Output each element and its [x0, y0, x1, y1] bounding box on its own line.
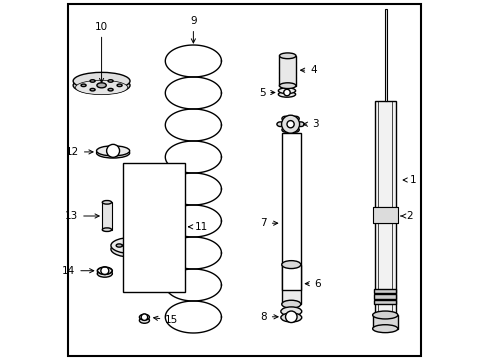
Bar — [282, 147, 300, 157]
Bar — [282, 219, 300, 230]
Ellipse shape — [374, 323, 395, 329]
Ellipse shape — [282, 127, 288, 132]
Ellipse shape — [278, 88, 295, 94]
Circle shape — [283, 89, 289, 96]
Text: 3: 3 — [303, 119, 318, 129]
Ellipse shape — [139, 314, 149, 320]
Circle shape — [141, 314, 147, 320]
Ellipse shape — [122, 242, 141, 249]
Ellipse shape — [281, 300, 300, 308]
Ellipse shape — [73, 77, 130, 94]
Text: 5: 5 — [258, 87, 274, 98]
Ellipse shape — [116, 244, 122, 247]
Bar — [373, 300, 396, 304]
Text: 15: 15 — [153, 315, 178, 325]
Text: 11: 11 — [188, 222, 208, 232]
Ellipse shape — [372, 325, 397, 333]
Ellipse shape — [111, 238, 153, 253]
Text: 8: 8 — [260, 312, 278, 322]
Bar — [282, 159, 300, 169]
Text: 10: 10 — [95, 22, 108, 82]
Text: 6: 6 — [305, 279, 320, 289]
Bar — [282, 195, 300, 206]
Ellipse shape — [278, 91, 295, 97]
Ellipse shape — [296, 122, 304, 127]
Ellipse shape — [97, 267, 112, 274]
Bar — [282, 280, 300, 290]
Ellipse shape — [102, 201, 111, 204]
Ellipse shape — [96, 148, 129, 158]
Ellipse shape — [281, 261, 300, 269]
Ellipse shape — [81, 84, 86, 87]
Ellipse shape — [97, 83, 106, 88]
Bar — [282, 231, 300, 242]
Ellipse shape — [139, 318, 149, 323]
Bar — [282, 135, 300, 145]
Bar — [279, 56, 295, 86]
Text: 4: 4 — [300, 65, 316, 75]
Ellipse shape — [276, 122, 284, 127]
Text: 1: 1 — [402, 175, 416, 185]
Text: 14: 14 — [62, 266, 94, 276]
Ellipse shape — [108, 80, 113, 82]
Bar — [282, 171, 300, 181]
Text: 9: 9 — [190, 16, 196, 43]
Ellipse shape — [279, 83, 295, 89]
Ellipse shape — [129, 248, 135, 252]
Circle shape — [286, 121, 294, 128]
Bar — [102, 202, 111, 230]
Text: 2: 2 — [400, 211, 412, 221]
Bar — [282, 133, 301, 290]
Circle shape — [281, 115, 299, 133]
Bar — [282, 256, 300, 266]
Bar — [372, 207, 397, 223]
Ellipse shape — [111, 241, 153, 257]
Circle shape — [106, 144, 120, 157]
Ellipse shape — [90, 80, 95, 82]
Bar — [373, 289, 396, 293]
Ellipse shape — [280, 313, 301, 322]
Bar — [282, 207, 300, 217]
Text: 13: 13 — [65, 211, 99, 221]
Bar — [282, 265, 301, 304]
Ellipse shape — [142, 244, 148, 247]
Bar — [373, 294, 396, 299]
Text: 7: 7 — [260, 218, 277, 228]
Bar — [374, 101, 395, 328]
Text: 12: 12 — [65, 147, 93, 157]
Ellipse shape — [90, 89, 95, 91]
Bar — [384, 9, 386, 101]
Circle shape — [285, 311, 296, 323]
Bar — [282, 243, 300, 254]
Ellipse shape — [96, 146, 129, 156]
Ellipse shape — [73, 72, 130, 90]
Bar — [282, 267, 300, 278]
Ellipse shape — [279, 53, 295, 59]
Ellipse shape — [97, 270, 112, 277]
Bar — [372, 315, 397, 329]
Ellipse shape — [372, 311, 397, 319]
Circle shape — [101, 267, 108, 275]
Ellipse shape — [75, 80, 127, 95]
Bar — [282, 183, 300, 193]
Ellipse shape — [108, 89, 113, 91]
Ellipse shape — [291, 127, 299, 132]
Ellipse shape — [282, 116, 288, 121]
Ellipse shape — [291, 116, 299, 121]
Ellipse shape — [117, 84, 122, 87]
Ellipse shape — [280, 307, 301, 316]
Bar — [122, 163, 184, 292]
Ellipse shape — [129, 239, 135, 243]
Ellipse shape — [102, 228, 111, 231]
